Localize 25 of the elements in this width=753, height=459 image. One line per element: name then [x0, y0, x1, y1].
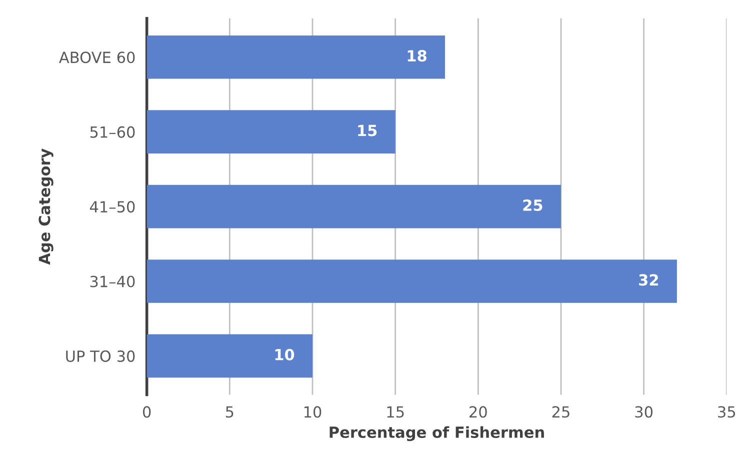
x-tick-label: 25 [552, 406, 570, 418]
bar [146, 110, 396, 154]
data-label: 32 [639, 274, 658, 286]
x-tick-label: 35 [718, 406, 736, 418]
y-tick-label: UP TO 30 [66, 350, 135, 362]
data-label: 10 [275, 348, 294, 360]
bar [146, 35, 446, 79]
x-tick-label: 30 [635, 406, 653, 418]
y-tick-label: 41–50 [90, 201, 135, 213]
x-tick-label: 5 [226, 406, 234, 418]
y-tick-label: 51–60 [90, 126, 135, 138]
x-tick-label: 0 [142, 406, 151, 418]
x-axis-title: Percentage of Fishermen [330, 426, 544, 442]
x-tick-label: 10 [304, 406, 322, 418]
y-tick-label: 31–40 [90, 276, 135, 288]
data-label: 18 [408, 50, 426, 62]
x-tick-label: 15 [387, 406, 404, 418]
data-label: 25 [523, 199, 542, 211]
bar [146, 334, 312, 378]
y-tick-label: ABOVE 60 [59, 52, 135, 64]
bar [146, 184, 561, 228]
x-tick-label: 20 [470, 406, 487, 418]
data-label: 15 [358, 124, 377, 136]
y-axis-title: Age Category [38, 148, 54, 265]
bar [146, 260, 677, 303]
